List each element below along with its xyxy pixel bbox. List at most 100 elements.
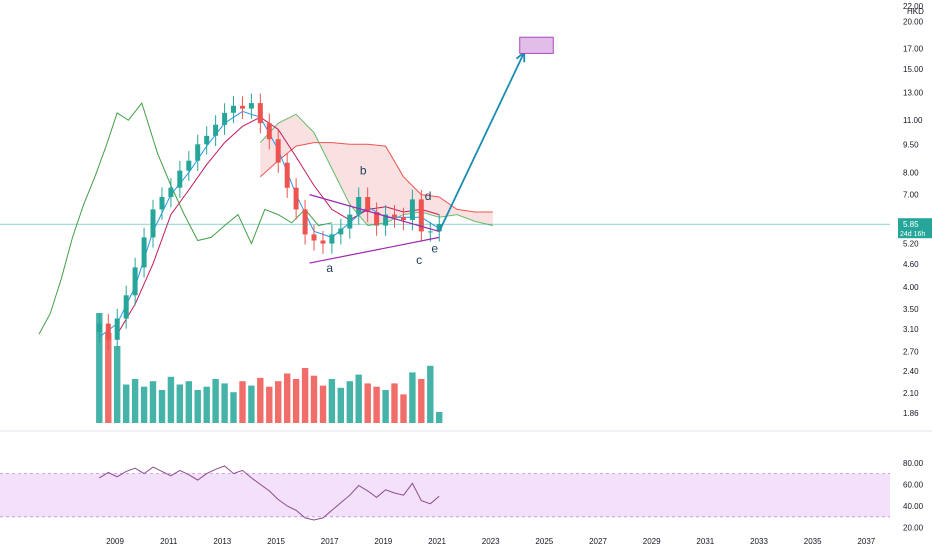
rsi-panel (0, 465, 890, 521)
volume-bar (427, 365, 434, 423)
volume-bar (158, 390, 166, 423)
volume-bar (364, 383, 371, 423)
last-price-label: 5.85 (903, 220, 919, 229)
volume-bar (212, 379, 219, 423)
price-panel: a b c d e (0, 36, 890, 423)
volume-bar (337, 387, 344, 423)
currency-label: HKD (907, 7, 924, 16)
volume-bar (328, 379, 336, 423)
volume-bar (382, 390, 389, 423)
price-tick-label: 17.00 (903, 44, 924, 53)
price-tick-label: 15.00 (903, 65, 924, 74)
candle-body (392, 214, 397, 218)
time-tick-label: 2017 (321, 537, 339, 546)
price-tick-label: 22.00 (903, 2, 924, 11)
price-tick-label: 20.00 (903, 18, 924, 27)
price-tick-label: 9.50 (903, 140, 919, 149)
volume-bar (248, 385, 255, 423)
price-tick-label: 2.40 (903, 367, 919, 376)
candle-body (213, 124, 219, 136)
volume-bar (203, 386, 210, 423)
volume-bar (221, 383, 228, 423)
volume-bar (409, 372, 416, 423)
projection-arrow[interactable] (438, 52, 526, 232)
candle-body (248, 103, 254, 109)
candle-body (329, 234, 335, 244)
candle-body (409, 199, 415, 220)
candle-body (257, 103, 263, 124)
price-tick-label: 3.10 (903, 325, 919, 334)
volume-bar (284, 373, 291, 423)
wave-label-c: c (416, 253, 422, 267)
candle-body (311, 234, 317, 241)
time-tick-label: 2025 (535, 537, 553, 546)
target-zone[interactable] (519, 36, 554, 54)
candle-body (114, 318, 120, 340)
candle-body (302, 209, 308, 235)
volume-bar (194, 390, 201, 423)
trendline[interactable] (309, 236, 440, 264)
volume-bar (257, 377, 264, 423)
price-tick-label: 13.00 (903, 89, 924, 98)
wave-label-e: e (431, 242, 438, 256)
volume-bar (123, 384, 130, 423)
volume-bar (391, 383, 398, 423)
time-tick-label: 2037 (857, 537, 875, 546)
trendline[interactable] (309, 194, 440, 232)
volume-bar (310, 375, 318, 423)
candle-body (141, 237, 147, 268)
series-lagging-span (38, 102, 333, 335)
price-tick-label: 1.86 (903, 409, 919, 418)
rsi-line (99, 465, 440, 521)
time-tick-label: 2021 (428, 537, 446, 546)
volume-bar (319, 385, 327, 423)
candle-body (195, 144, 201, 161)
time-tick-label: 2031 (696, 537, 714, 546)
time-tick-label: 2013 (213, 537, 231, 546)
volume-bar (167, 376, 175, 423)
price-tick-label: 3.50 (903, 305, 919, 314)
candle-body (150, 209, 156, 238)
volume-bar (266, 386, 273, 423)
volume-bar (346, 381, 353, 423)
time-tick-label: 2019 (374, 537, 392, 546)
price-tick-label: 7.00 (903, 191, 919, 200)
volume-bar (275, 381, 282, 423)
time-tick-label: 2033 (750, 537, 768, 546)
volume-bar (176, 384, 183, 423)
volume-bar (301, 368, 309, 423)
price-tick-label: 4.60 (903, 260, 919, 269)
candle-body (132, 267, 138, 296)
price-tick-label: 5.20 (903, 240, 919, 249)
bar-countdown-label: 24d 16h (900, 231, 925, 238)
candle-body (96, 323, 102, 332)
price-tick-label: 8.00 (903, 169, 919, 178)
wave-label-d: d (425, 189, 432, 203)
rsi-tick-label: 60.00 (903, 480, 924, 489)
candle-body (168, 187, 174, 197)
candle-body (356, 197, 362, 215)
time-tick-label: 2027 (589, 537, 607, 546)
volume-bar (230, 392, 237, 423)
candle-body (204, 135, 210, 145)
wave-label-b: b (360, 164, 367, 178)
candle-body (159, 197, 165, 210)
volume-bar (140, 386, 148, 423)
volume-bar (373, 386, 380, 423)
candle-body (275, 139, 281, 163)
series-leading-span-b (259, 142, 493, 213)
volume-bar (114, 346, 121, 423)
volume-bar (292, 379, 300, 423)
rsi-band (0, 473, 890, 517)
volume-bar (400, 394, 407, 423)
time-tick-label: 2011 (160, 537, 178, 546)
time-tick-label: 2029 (643, 537, 661, 546)
volume-bar (418, 379, 425, 423)
candle-body (266, 123, 272, 140)
time-tick-label: 2015 (267, 537, 285, 546)
volume-bar (105, 332, 112, 423)
candle-body (418, 199, 424, 232)
